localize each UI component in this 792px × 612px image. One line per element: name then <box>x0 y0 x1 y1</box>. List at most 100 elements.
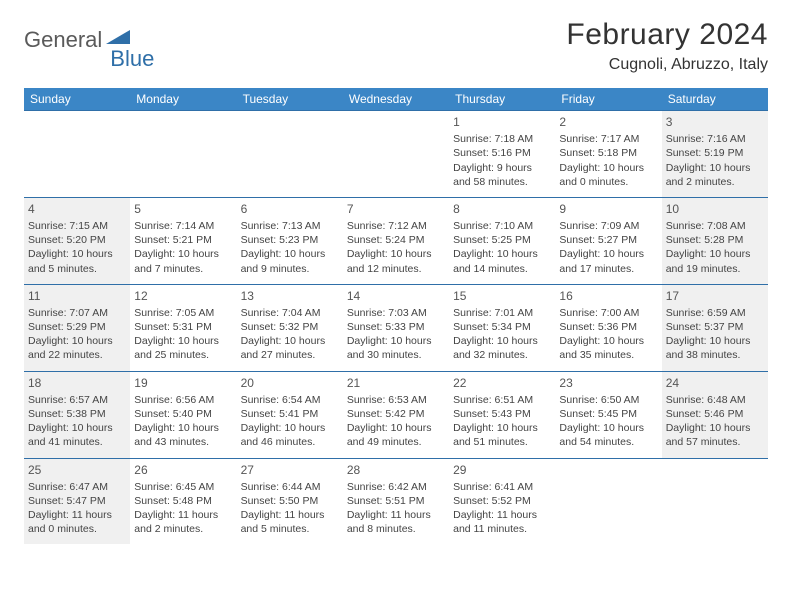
day-number: 19 <box>134 375 232 391</box>
sunrise-line: Sunrise: 7:15 AM <box>28 219 126 233</box>
daylight-line: Daylight: 10 hours and 2 minutes. <box>666 161 764 189</box>
sunset-line: Sunset: 5:33 PM <box>347 320 445 334</box>
day-number: 25 <box>28 462 126 478</box>
calendar-day-cell <box>662 458 768 544</box>
calendar-body: 1Sunrise: 7:18 AMSunset: 5:16 PMDaylight… <box>24 111 768 545</box>
sunrise-line: Sunrise: 7:10 AM <box>453 219 551 233</box>
weekday-header: Sunday <box>24 88 130 111</box>
sunrise-line: Sunrise: 7:16 AM <box>666 132 764 146</box>
day-number: 7 <box>347 201 445 217</box>
calendar-day-cell: 26 Sunrise: 6:45 AMSunset: 5:48 PMDayligh… <box>130 458 236 544</box>
daylight-line: Daylight: 10 hours and 7 minutes. <box>134 247 232 275</box>
calendar-day-cell <box>237 111 343 198</box>
calendar-day-cell: 14Sunrise: 7:03 AMSunset: 5:33 PMDayligh… <box>343 284 449 371</box>
daylight-line: Daylight: 10 hours and 32 minutes. <box>453 334 551 362</box>
sunset-line: Sunset: 5:41 PM <box>241 407 339 421</box>
sunset-line: Sunset: 5:37 PM <box>666 320 764 334</box>
sunset-line: Sunset: 5:18 PM <box>559 146 657 160</box>
daylight-line: Daylight: 10 hours and 17 minutes. <box>559 247 657 275</box>
day-number: 20 <box>241 375 339 391</box>
calendar-week-row: 11Sunrise: 7:07 AMSunset: 5:29 PMDayligh… <box>24 284 768 371</box>
sunrise-line: Sunrise: 7:04 AM <box>241 306 339 320</box>
daylight-line: Daylight: 10 hours and 14 minutes. <box>453 247 551 275</box>
calendar-day-cell: 24Sunrise: 6:48 AMSunset: 5:46 PMDayligh… <box>662 371 768 458</box>
calendar-day-cell: 9 Sunrise: 7:09 AMSunset: 5:27 PMDaylight… <box>555 197 661 284</box>
sunrise-line: Sunrise: 6:50 AM <box>559 393 657 407</box>
calendar-day-cell: 3Sunrise: 7:16 AMSunset: 5:19 PMDaylight… <box>662 111 768 198</box>
calendar-day-cell: 16Sunrise: 7:00 AMSunset: 5:36 PMDayligh… <box>555 284 661 371</box>
sunset-line: Sunset: 5:50 PM <box>241 494 339 508</box>
daylight-line: Daylight: 10 hours and 12 minutes. <box>347 247 445 275</box>
sunrise-line: Sunrise: 7:03 AM <box>347 306 445 320</box>
sunrise-line: Sunrise: 7:17 AM <box>559 132 657 146</box>
sunrise-line: Sunrise: 6:42 AM <box>347 480 445 494</box>
calendar-day-cell <box>343 111 449 198</box>
sunset-line: Sunset: 5:48 PM <box>134 494 232 508</box>
day-number: 1 <box>453 114 551 130</box>
sunrise-line: Sunrise: 6:59 AM <box>666 306 764 320</box>
day-number: 13 <box>241 288 339 304</box>
weekday-header: Monday <box>130 88 236 111</box>
daylight-line: Daylight: 11 hours and 0 minutes. <box>28 508 126 536</box>
daylight-line: Daylight: 10 hours and 38 minutes. <box>666 334 764 362</box>
sunrise-line: Sunrise: 6:48 AM <box>666 393 764 407</box>
weekday-header: Tuesday <box>237 88 343 111</box>
sunset-line: Sunset: 5:42 PM <box>347 407 445 421</box>
sunset-line: Sunset: 5:32 PM <box>241 320 339 334</box>
sunrise-line: Sunrise: 7:00 AM <box>559 306 657 320</box>
sunset-line: Sunset: 5:16 PM <box>453 146 551 160</box>
sunrise-line: Sunrise: 6:47 AM <box>28 480 126 494</box>
day-number: 21 <box>347 375 445 391</box>
calendar-day-cell: 25Sunrise: 6:47 AMSunset: 5:47 PMDayligh… <box>24 458 130 544</box>
calendar-day-cell <box>555 458 661 544</box>
calendar-table: SundayMondayTuesdayWednesdayThursdayFrid… <box>24 88 768 544</box>
calendar-day-cell: 2 Sunrise: 7:17 AMSunset: 5:18 PMDaylight… <box>555 111 661 198</box>
sunrise-line: Sunrise: 6:51 AM <box>453 393 551 407</box>
day-number: 2 <box>559 114 657 130</box>
daylight-line: Daylight: 10 hours and 0 minutes. <box>559 161 657 189</box>
sunset-line: Sunset: 5:45 PM <box>559 407 657 421</box>
day-number: 29 <box>453 462 551 478</box>
sunset-line: Sunset: 5:25 PM <box>453 233 551 247</box>
day-number: 26 <box>134 462 232 478</box>
day-number: 8 <box>453 201 551 217</box>
logo-text-general: General <box>24 27 102 53</box>
sunset-line: Sunset: 5:36 PM <box>559 320 657 334</box>
day-number: 22 <box>453 375 551 391</box>
sunset-line: Sunset: 5:19 PM <box>666 146 764 160</box>
weekday-header: Thursday <box>449 88 555 111</box>
sunrise-line: Sunrise: 6:44 AM <box>241 480 339 494</box>
daylight-line: Daylight: 10 hours and 49 minutes. <box>347 421 445 449</box>
calendar-day-cell: 4Sunrise: 7:15 AMSunset: 5:20 PMDaylight… <box>24 197 130 284</box>
day-number: 14 <box>347 288 445 304</box>
month-title: February 2024 <box>566 18 768 52</box>
sunset-line: Sunset: 5:27 PM <box>559 233 657 247</box>
sunset-line: Sunset: 5:46 PM <box>666 407 764 421</box>
calendar-day-cell: 20Sunrise: 6:54 AMSunset: 5:41 PMDayligh… <box>237 371 343 458</box>
sunset-line: Sunset: 5:51 PM <box>347 494 445 508</box>
logo: General Blue <box>24 18 154 62</box>
sunset-line: Sunset: 5:20 PM <box>28 233 126 247</box>
day-number: 5 <box>134 201 232 217</box>
sunrise-line: Sunrise: 6:41 AM <box>453 480 551 494</box>
calendar-day-cell: 23Sunrise: 6:50 AMSunset: 5:45 PMDayligh… <box>555 371 661 458</box>
sunset-line: Sunset: 5:52 PM <box>453 494 551 508</box>
day-number: 10 <box>666 201 764 217</box>
sunset-line: Sunset: 5:31 PM <box>134 320 232 334</box>
daylight-line: Daylight: 11 hours and 5 minutes. <box>241 508 339 536</box>
sunrise-line: Sunrise: 6:45 AM <box>134 480 232 494</box>
daylight-line: Daylight: 10 hours and 41 minutes. <box>28 421 126 449</box>
calendar-day-cell <box>24 111 130 198</box>
calendar-day-cell: 18Sunrise: 6:57 AMSunset: 5:38 PMDayligh… <box>24 371 130 458</box>
calendar-day-cell: 27Sunrise: 6:44 AMSunset: 5:50 PMDayligh… <box>237 458 343 544</box>
daylight-line: Daylight: 11 hours and 2 minutes. <box>134 508 232 536</box>
day-number: 6 <box>241 201 339 217</box>
title-block: February 2024 Cugnoli, Abruzzo, Italy <box>566 18 768 74</box>
sunset-line: Sunset: 5:38 PM <box>28 407 126 421</box>
weekday-header: Friday <box>555 88 661 111</box>
daylight-line: Daylight: 10 hours and 5 minutes. <box>28 247 126 275</box>
weekday-header: Saturday <box>662 88 768 111</box>
sunrise-line: Sunrise: 7:09 AM <box>559 219 657 233</box>
day-number: 9 <box>559 201 657 217</box>
calendar-day-cell: 1Sunrise: 7:18 AMSunset: 5:16 PMDaylight… <box>449 111 555 198</box>
